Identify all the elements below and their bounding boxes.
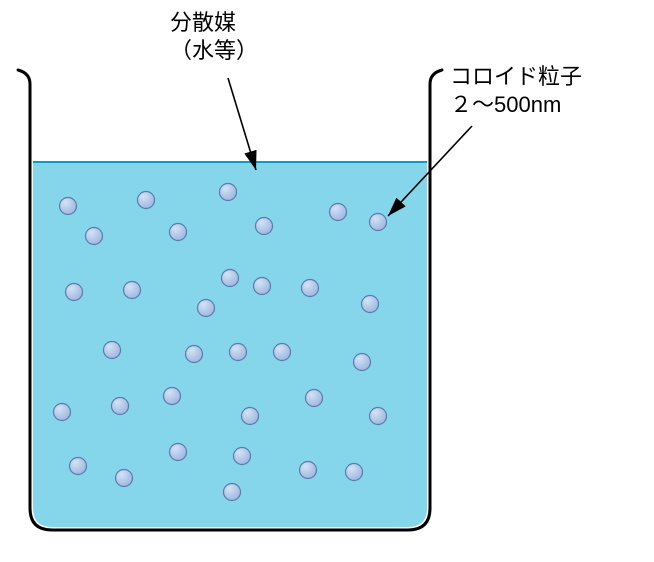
colloid-particle [124, 282, 141, 299]
colloid-particle [256, 218, 273, 235]
colloid-particle [306, 390, 323, 407]
colloid-particle [198, 300, 215, 317]
colloid-particle [112, 398, 129, 415]
colloid-particle [370, 214, 387, 231]
colloid-particle [300, 462, 317, 479]
colloid-particle [170, 444, 187, 461]
liquid [31, 162, 429, 531]
colloid-particle [70, 458, 87, 475]
label-colloid-particle-line2: ２～500nm [450, 92, 561, 117]
colloid-particle [170, 224, 187, 241]
colloid-particle [362, 296, 379, 313]
label-dispersion-medium-line1: 分散媒 [170, 10, 236, 35]
colloid-particle [54, 404, 71, 421]
colloid-particle [370, 408, 387, 425]
label-colloid-particle-line1: コロイド粒子 [450, 64, 582, 89]
colloid-particle [104, 342, 121, 359]
colloid-particle [254, 278, 271, 295]
colloid-particle [330, 204, 347, 221]
colloid-particle [222, 270, 239, 287]
colloid-diagram: 分散媒 （水等） コロイド粒子 ２～500nm [0, 0, 654, 562]
colloid-particle [220, 184, 237, 201]
colloid-particle [354, 354, 371, 371]
colloid-particle [302, 280, 319, 297]
colloid-particle [274, 344, 291, 361]
label-dispersion-medium-line2: （水等） [170, 38, 258, 63]
colloid-particle [86, 228, 103, 245]
colloid-particle [234, 448, 251, 465]
colloid-particle [60, 198, 77, 215]
colloid-particle [164, 388, 181, 405]
colloid-particle [138, 192, 155, 209]
colloid-particle [230, 344, 247, 361]
colloid-particle [242, 408, 259, 425]
colloid-particle [116, 470, 133, 487]
label-dispersion-medium-arrow [228, 78, 256, 170]
colloid-particle [186, 346, 203, 363]
colloid-particle [346, 464, 363, 481]
colloid-particle [66, 284, 83, 301]
colloid-particle [224, 484, 241, 501]
